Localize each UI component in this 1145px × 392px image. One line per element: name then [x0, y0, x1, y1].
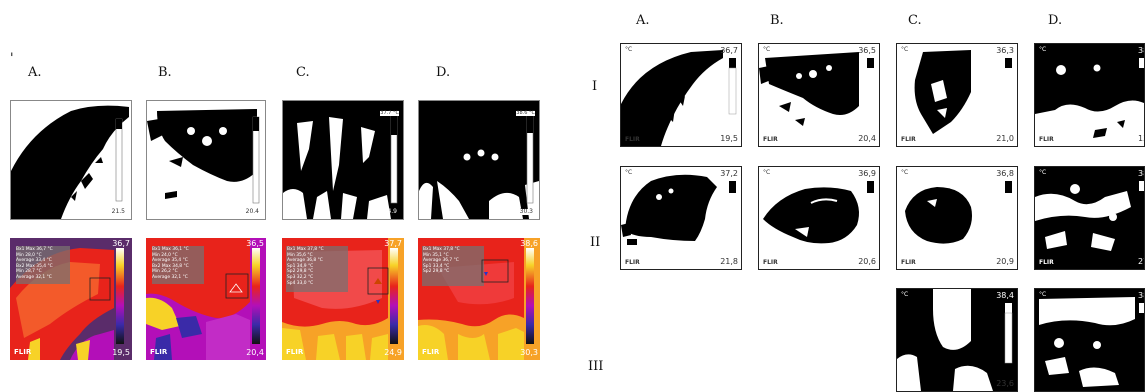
- right-iii-c-brand: FLIR: [901, 381, 916, 388]
- thermal-c-readouts: Bx1 Max 37,8 °C Min 35,6 °C Average 36,8…: [287, 247, 324, 286]
- side-mark: ': [10, 51, 14, 66]
- left-bw-a-bottom: 21.5: [111, 208, 125, 215]
- right-i-a-unit: °C: [625, 46, 633, 53]
- thermal-b-brand: FLIR: [150, 348, 168, 356]
- right-panel-i-b: °C 36,5 FLIR 20,4: [758, 43, 880, 147]
- right-iii-d-max: 38: [1138, 291, 1144, 300]
- left-col-label-a: A.: [28, 65, 42, 80]
- right-ii-c-unit: °C: [901, 169, 909, 176]
- right-i-a-max: 36,7: [720, 46, 738, 55]
- left-bw-c-top: 37.7 °C: [380, 110, 399, 116]
- left-col-label-d: D.: [436, 65, 451, 80]
- right-ii-c-brand: FLIR: [901, 259, 916, 266]
- right-ii-b-max: 36,9: [858, 169, 876, 178]
- thermal-panel-c: Bx1 Max 37,8 °C Min 35,6 °C Average 36,8…: [282, 238, 404, 360]
- right-ii-b-brand: FLIR: [763, 259, 778, 266]
- left-bw-d-bottom: 30.3: [519, 208, 533, 215]
- right-panel-ii-d: °C 38 FLIR 27: [1034, 166, 1145, 270]
- right-panel-ii-b: °C 36,9 FLIR 20,6: [758, 166, 880, 270]
- thermal-a-max: 36,7: [112, 239, 130, 248]
- right-iii-c-min: 23,6: [996, 379, 1014, 388]
- left-bw-panel-a: 21.5: [10, 100, 132, 220]
- right-i-a-min: 19,5: [720, 134, 738, 143]
- thermal-d-min: 30,3: [520, 348, 538, 357]
- right-ii-d-unit: °C: [1039, 169, 1047, 176]
- right-i-c-unit: °C: [901, 46, 909, 53]
- right-panel-iii-c: °C 38,4 FLIR 23,6: [896, 288, 1018, 392]
- right-col-label-c: C.: [908, 13, 922, 28]
- right-panel-ii-a: °C 37,2 FLIR 21,8: [620, 166, 742, 270]
- thermal-d-readouts: Bx1 Max 37,8 °C Min 35,1 °C Average 36,7…: [423, 247, 460, 275]
- right-ii-a-min: 21,8: [720, 257, 738, 266]
- left-col-label-c: C.: [296, 65, 310, 80]
- thermal-c-brand: FLIR: [286, 348, 304, 356]
- thermal-a-readouts: Bx1 Max 36,7 °C Min 28,0 °C Average 33,4…: [16, 247, 53, 280]
- right-iii-d-unit: °C: [1039, 291, 1047, 298]
- right-panel-i-c: °C 36,3 FLIR 21,0: [896, 43, 1018, 147]
- right-panel-i-a: °C 36,7 FLIR 19,5: [620, 43, 742, 147]
- right-i-b-brand: FLIR: [763, 136, 778, 143]
- right-panel-i-d: °C 38 FLIR 13: [1034, 43, 1145, 147]
- row-label-i: I: [592, 79, 598, 94]
- right-ii-a-brand: FLIR: [625, 259, 640, 266]
- right-ii-d-max: 38: [1138, 169, 1144, 178]
- right-i-d-min: 13: [1138, 134, 1144, 143]
- thermal-c-min: 24,9: [384, 348, 402, 357]
- thermal-b-min: 20,4: [246, 348, 264, 357]
- left-col-label-b: B.: [158, 65, 172, 80]
- left-bw-b-bottom: 20.4: [245, 208, 259, 215]
- thermal-a-brand: FLIR: [14, 348, 32, 356]
- right-ii-b-unit: °C: [763, 169, 771, 176]
- right-i-b-unit: °C: [763, 46, 771, 53]
- thermal-b-max: 36,5: [246, 239, 264, 248]
- right-i-b-min: 20,4: [858, 134, 876, 143]
- right-i-c-brand: FLIR: [901, 136, 916, 143]
- right-i-c-min: 21,0: [996, 134, 1014, 143]
- right-i-d-max: 38: [1138, 46, 1144, 55]
- left-bw-panel-c: 37.7 °C 24.9: [282, 100, 404, 220]
- thermal-b-readouts: Bx1 Max 36,1 °C Min 24,0 °C Average 35,4…: [152, 247, 189, 280]
- right-panel-ii-c: °C 36,8 FLIR 20,9: [896, 166, 1018, 270]
- right-i-d-unit: °C: [1039, 46, 1047, 53]
- thermal-d-max: 38,6: [520, 239, 538, 248]
- left-bw-c-bottom: 24.9: [383, 208, 397, 215]
- left-bw-d-top: 38.6 °C: [516, 110, 535, 116]
- right-ii-c-min: 20,9: [996, 257, 1014, 266]
- right-i-c-max: 36,3: [996, 46, 1014, 55]
- right-i-d-brand: FLIR: [1039, 136, 1054, 143]
- left-bw-panel-d: 38.6 °C 30.3: [418, 100, 540, 220]
- thermal-d-brand: FLIR: [422, 348, 440, 356]
- right-i-b-max: 36,5: [858, 46, 876, 55]
- right-col-label-d: D.: [1048, 13, 1063, 28]
- right-ii-c-max: 36,8: [996, 169, 1014, 178]
- right-iii-c-unit: °C: [901, 291, 909, 298]
- thermal-c-max: 37,7: [384, 239, 402, 248]
- row-label-ii: II: [590, 235, 601, 250]
- thermal-panel-a: Bx1 Max 36,7 °C Min 28,0 °C Average 33,4…: [10, 238, 132, 360]
- right-i-a-brand: FLIR: [625, 136, 640, 143]
- right-ii-b-min: 20,6: [858, 257, 876, 266]
- row-label-iii: III: [588, 359, 604, 374]
- right-panel-iii-d: °C 38: [1034, 288, 1145, 392]
- right-ii-a-max: 37,2: [720, 169, 738, 178]
- right-iii-c-max: 38,4: [996, 291, 1014, 300]
- thermal-panel-d: Bx1 Max 37,8 °C Min 35,1 °C Average 36,7…: [418, 238, 540, 360]
- right-ii-d-brand: FLIR: [1039, 259, 1054, 266]
- thermal-a-min: 19,5: [112, 348, 130, 357]
- thermal-panel-b: Bx1 Max 36,1 °C Min 24,0 °C Average 35,4…: [146, 238, 266, 360]
- right-col-label-b: B.: [770, 13, 784, 28]
- right-col-label-a: A.: [636, 13, 650, 28]
- right-ii-d-min: 27: [1138, 257, 1144, 266]
- left-bw-panel-b: 20.4: [146, 100, 266, 220]
- right-ii-a-unit: °C: [625, 169, 633, 176]
